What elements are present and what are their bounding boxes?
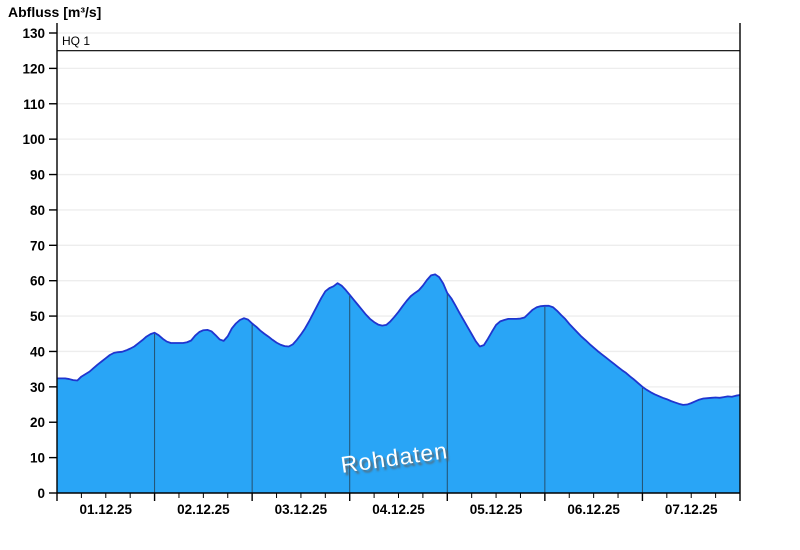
x-tick-label: 04.12.25 (372, 502, 425, 517)
y-tick-label: 90 (30, 168, 45, 183)
y-tick-label: 10 (30, 451, 45, 466)
area-series (57, 274, 740, 493)
y-tick-label: 60 (30, 274, 45, 289)
y-tick-label: 30 (30, 380, 45, 395)
x-tick-label: 03.12.25 (275, 502, 328, 517)
x-tick-label: 05.12.25 (470, 502, 523, 517)
x-tick-label: 02.12.25 (177, 502, 230, 517)
y-tick-label: 40 (30, 344, 45, 359)
series-line (57, 273, 741, 406)
y-tick-label: 100 (22, 132, 45, 147)
y-tick-label: 130 (22, 26, 45, 41)
y-tick-label: 20 (30, 415, 45, 430)
y-tick-label: 50 (30, 309, 45, 324)
y-tick-label: 80 (30, 203, 45, 218)
chart-title: Abfluss [m³/s] (8, 4, 102, 20)
y-tick-label: 0 (37, 486, 45, 501)
x-tick-label: 07.12.25 (665, 502, 718, 517)
y-tick-label: 120 (22, 61, 45, 76)
x-tick-label: 01.12.25 (80, 502, 133, 517)
hq1-label: HQ 1 (62, 34, 91, 48)
x-tick-label: 06.12.25 (567, 502, 620, 517)
y-tick-label: 70 (30, 238, 45, 253)
y-tick-label: 110 (23, 97, 45, 112)
